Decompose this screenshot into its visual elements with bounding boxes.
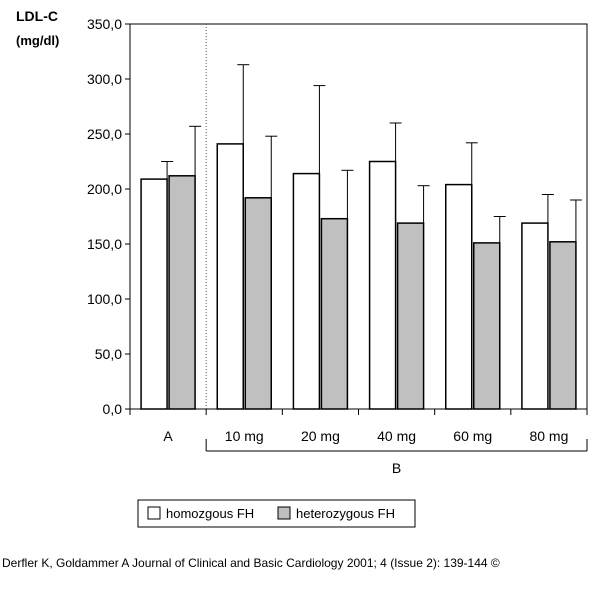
bar-homozygous-5	[521, 222, 549, 410]
y-tick-label: 200,0	[87, 181, 122, 197]
y-axis-title: LDL-C	[16, 8, 58, 24]
legend-label-heterozygous: heterozygous FH	[296, 506, 395, 521]
y-tick-label: 50,0	[95, 346, 122, 362]
bar-heterozygous-2	[320, 217, 349, 410]
y-tick-label: 300,0	[87, 71, 122, 87]
group-label-b: B	[392, 460, 401, 476]
x-tick-label: 40 mg	[377, 428, 416, 444]
y-tick-label: 0,0	[103, 401, 123, 417]
legend-swatch-heterozygous	[277, 506, 291, 520]
ldl-bar-chart: LDL-C (mg/dl) 0,0 50,0 100,0 150,0 200,0 250,…	[16, 8, 588, 528]
x-tick-label: 10 mg	[225, 428, 264, 444]
y-tick-label: 250,0	[87, 126, 122, 142]
x-tick-label: A	[163, 428, 173, 444]
bar-homozygous-3	[368, 160, 397, 410]
y-tick-label: 350,0	[87, 16, 122, 32]
bar-heterozygous-0	[168, 175, 196, 410]
bar-heterozygous-5	[549, 241, 577, 410]
bar-heterozygous-1	[244, 197, 272, 410]
bar-homozygous-4	[445, 183, 473, 410]
bar-homozygous-2	[292, 172, 321, 410]
y-axis-unit: (mg/dl)	[16, 33, 59, 48]
y-tick-label: 150,0	[87, 236, 122, 252]
source-caption: Derfler K, Goldammer A Journal of Clinic…	[2, 556, 500, 570]
bar-homozygous-1	[216, 143, 244, 410]
bars	[140, 64, 582, 410]
bar-homozygous-0	[140, 178, 168, 410]
bar-heterozygous-3	[396, 222, 425, 410]
bar-heterozygous-4	[473, 242, 501, 410]
plot-frame	[129, 23, 588, 410]
x-tick-label: 20 mg	[301, 428, 340, 444]
x-axis: A 10 mg 20 mg 40 mg 60 mg 80 mg B	[129, 409, 588, 476]
legend-box	[137, 499, 416, 528]
x-tick-label: 80 mg	[529, 428, 568, 444]
y-tick-label: 100,0	[87, 291, 122, 307]
legend-label-homozygous: homozgous FH	[166, 506, 254, 521]
legend-swatch-homozygous	[147, 506, 161, 520]
x-tick-label: 60 mg	[453, 428, 492, 444]
legend: homozgous FH heterozygous FH	[137, 499, 416, 528]
